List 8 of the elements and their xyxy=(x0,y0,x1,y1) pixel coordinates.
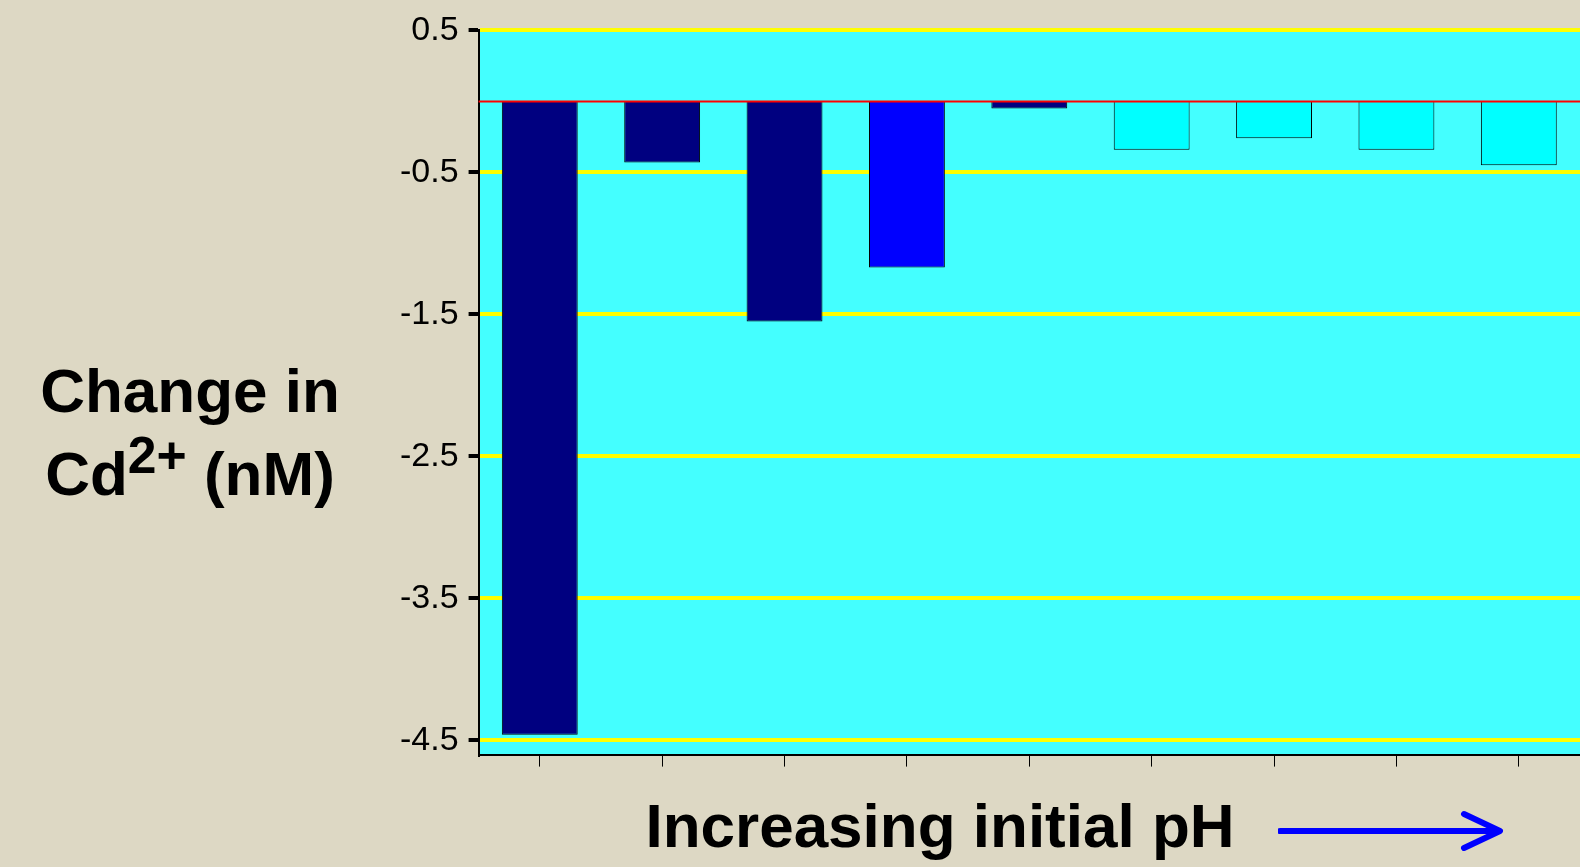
x-axis-title: Increasing initial pH xyxy=(644,790,1236,861)
y-tick-label: -4.5 xyxy=(399,718,459,757)
y-tick-label: -2.5 xyxy=(399,434,459,473)
y-tick-label: -1.5 xyxy=(399,292,459,331)
y-tick-label: 0.5 xyxy=(411,8,459,47)
y-tick-label: -3.5 xyxy=(399,576,459,615)
y-axis-title: Change in Cd$^{2+}$ (nM) xyxy=(39,355,341,510)
y-tick-label: -0.5 xyxy=(399,150,459,189)
